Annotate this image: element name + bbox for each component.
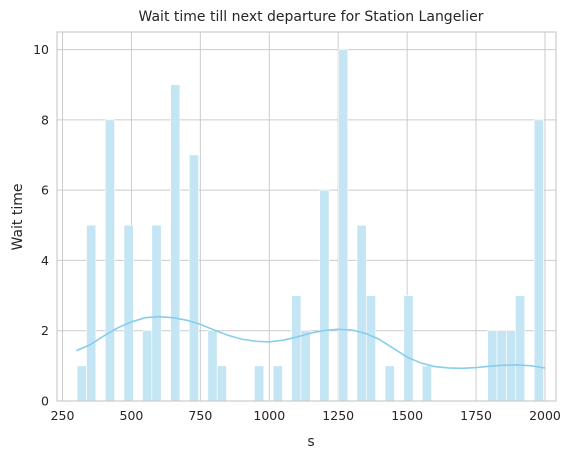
histogram-bar	[300, 330, 311, 402]
histogram-bar	[189, 154, 199, 402]
histogram-bar	[291, 295, 302, 402]
y-tick-label: 0	[41, 394, 49, 409]
histogram-bar	[86, 224, 97, 402]
histogram-bar	[506, 330, 516, 402]
histogram-bar	[170, 84, 181, 402]
x-tick-labels: 250 500 750 1000 1250 1500 1750 2000	[51, 408, 561, 423]
plot-frame	[56, 31, 557, 402]
y-tick-labels: 0 2 4 6 8 10	[33, 42, 49, 408]
histogram-bar	[76, 365, 87, 402]
histogram-bar	[319, 189, 330, 402]
histogram-bar	[207, 330, 218, 402]
x-tick-label: 500	[120, 408, 144, 423]
histogram-bar	[515, 295, 526, 402]
x-tick-label: 1250	[322, 408, 354, 423]
y-tick-label: 6	[41, 183, 49, 198]
y-axis-label: Wait time	[10, 184, 26, 251]
histogram-bar	[104, 119, 115, 402]
y-tick-label: 8	[41, 112, 49, 127]
x-axis-label: s	[307, 434, 314, 450]
histogram-bar	[338, 49, 349, 402]
histogram-bar	[254, 365, 265, 402]
x-tick-label: 250	[51, 408, 75, 423]
y-tick-label: 2	[41, 323, 49, 338]
bars-layer	[76, 49, 544, 402]
x-tick-label: 1750	[460, 408, 492, 423]
histogram-bar	[142, 330, 153, 402]
x-tick-label: 1500	[391, 408, 423, 423]
histogram-bar	[403, 295, 414, 402]
histogram-bar	[533, 119, 544, 402]
histogram-bar	[151, 224, 162, 402]
histogram-bar	[356, 224, 367, 402]
histogram-bar	[216, 365, 227, 402]
y-tick-label: 10	[33, 42, 49, 57]
histogram-bar	[272, 365, 283, 402]
histogram-bar	[384, 365, 395, 402]
y-tick-label: 4	[41, 253, 49, 268]
kde-curve	[75, 315, 546, 370]
x-tick-label: 2000	[529, 408, 561, 423]
histogram-bar	[366, 295, 376, 402]
histogram-bar	[421, 365, 432, 402]
chart-title: Wait time till next departure for Statio…	[139, 9, 484, 25]
histogram-bar	[123, 224, 134, 402]
x-tick-label: 1000	[253, 408, 285, 423]
x-tick-label: 750	[188, 408, 212, 423]
